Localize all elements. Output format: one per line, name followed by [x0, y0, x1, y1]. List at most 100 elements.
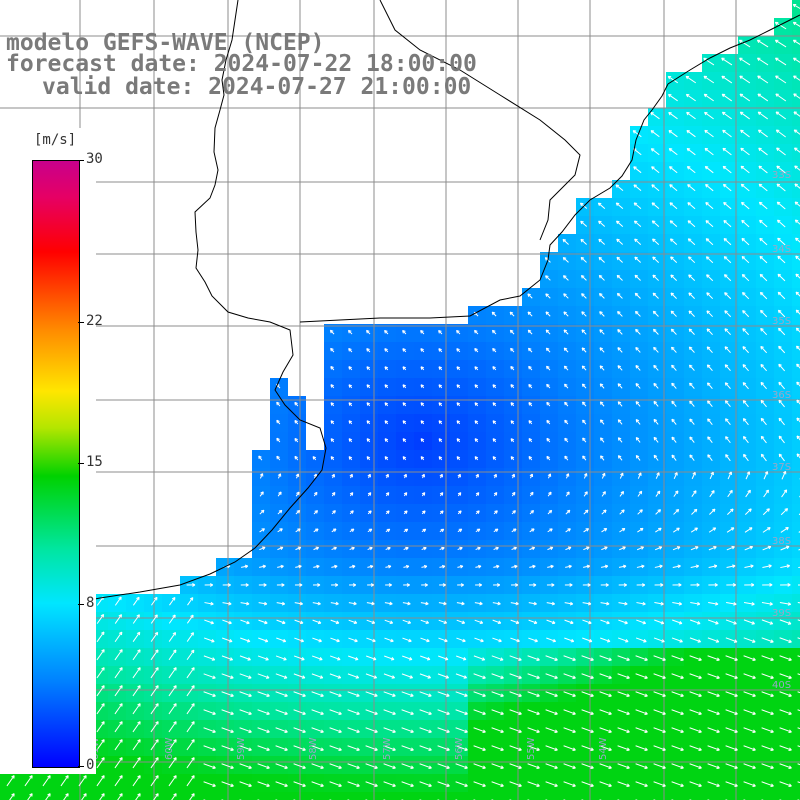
wind-arrow [582, 437, 587, 443]
wind-arrow [312, 456, 317, 461]
wind-arrow [653, 346, 659, 353]
wind-arrow [777, 219, 786, 228]
wind-arrow [599, 365, 605, 371]
field-cell [792, 234, 800, 252]
wind-arrow [705, 183, 714, 192]
wind-arrow [777, 273, 786, 282]
wind-arrow [528, 365, 533, 371]
wind-arrow [635, 401, 641, 407]
wind-arrow [756, 39, 769, 48]
wind-arrow [599, 419, 605, 425]
wind-arrow [527, 329, 533, 335]
wind-arrow [667, 93, 678, 102]
wind-arrow [545, 275, 551, 281]
wind-arrow [492, 402, 497, 407]
wind-arrow [366, 366, 371, 371]
wind-arrow [580, 275, 587, 281]
wind-arrow [456, 438, 461, 443]
wind-arrow [793, 129, 800, 135]
wind-arrow [633, 184, 642, 192]
wind-arrow [635, 383, 641, 389]
wind-arrow [757, 111, 769, 120]
wind-arrows [6, 3, 800, 800]
field-cell [792, 540, 800, 558]
field-cell [792, 270, 800, 288]
field-cell [792, 684, 800, 702]
wind-arrow [742, 418, 749, 426]
wind-arrow [707, 436, 713, 443]
wind-arrow [794, 165, 800, 171]
wind-arrow [722, 129, 732, 138]
field-cell [252, 792, 270, 800]
wind-arrow [759, 219, 768, 228]
wind-arrow [510, 402, 515, 407]
wind-arrow [545, 347, 551, 353]
wind-arrow [276, 419, 281, 425]
latitude-label: 40S [772, 680, 792, 691]
wind-arrow [738, 39, 751, 48]
wind-arrow [616, 274, 623, 281]
wind-arrow [669, 202, 678, 210]
wind-arrow [705, 256, 714, 264]
wind-arrow [668, 130, 678, 138]
wind-arrow [438, 438, 443, 443]
wind-arrow [774, 39, 787, 48]
wind-arrow [276, 437, 281, 443]
wind-arrow [330, 438, 335, 443]
field-cell [792, 594, 800, 612]
wind-arrow [739, 93, 751, 102]
wind-arrow [581, 311, 587, 317]
wind-arrow [634, 310, 641, 317]
wind-arrow [651, 202, 660, 210]
wind-arrow [760, 327, 768, 336]
wind-arrow [688, 346, 695, 353]
wind-arrow [757, 57, 769, 66]
field-cell [432, 792, 450, 800]
wind-arrow [688, 310, 695, 317]
wind-arrow [562, 257, 569, 263]
wind-arrow [653, 364, 659, 371]
field-cell [522, 792, 540, 800]
wind-arrow [742, 310, 750, 318]
wind-arrow [563, 347, 569, 353]
field-cell [792, 666, 800, 684]
wind-arrow [563, 329, 569, 335]
wind-arrow [617, 383, 623, 389]
longitude-label: 56W [454, 737, 465, 760]
wind-arrow [348, 402, 353, 407]
wind-arrow [652, 328, 659, 335]
wind-arrow [778, 399, 785, 408]
field-cell [792, 342, 800, 360]
wind-arrow [721, 111, 732, 120]
wind-arrow [689, 400, 695, 407]
wind-arrow [599, 329, 605, 335]
wind-arrow [420, 329, 425, 335]
wind-arrow [742, 382, 749, 390]
field-cell [450, 792, 468, 800]
wind-arrow [793, 93, 800, 99]
field-cell [792, 108, 800, 126]
wind-arrow [721, 57, 733, 66]
wind-arrow [615, 184, 624, 192]
wind-arrow [778, 327, 786, 336]
wind-arrow [581, 329, 587, 335]
wind-arrow [294, 455, 299, 461]
wind-arrow [651, 220, 660, 228]
wind-arrow [740, 165, 750, 174]
wind-arrow [348, 366, 353, 371]
field-cell [288, 792, 306, 800]
wind-arrow [670, 310, 677, 317]
wind-arrow [599, 347, 605, 353]
wind-arrow [707, 418, 713, 425]
wind-arrow [366, 329, 371, 335]
wind-arrow [510, 420, 515, 425]
wind-arrow [775, 57, 787, 66]
field-cell [540, 792, 558, 800]
wind-arrow [725, 436, 731, 444]
wind-arrow [652, 310, 659, 317]
wind-arrow [438, 420, 443, 425]
wind-arrow [723, 256, 732, 264]
field-cell [792, 630, 800, 648]
wind-arrow [456, 348, 461, 353]
